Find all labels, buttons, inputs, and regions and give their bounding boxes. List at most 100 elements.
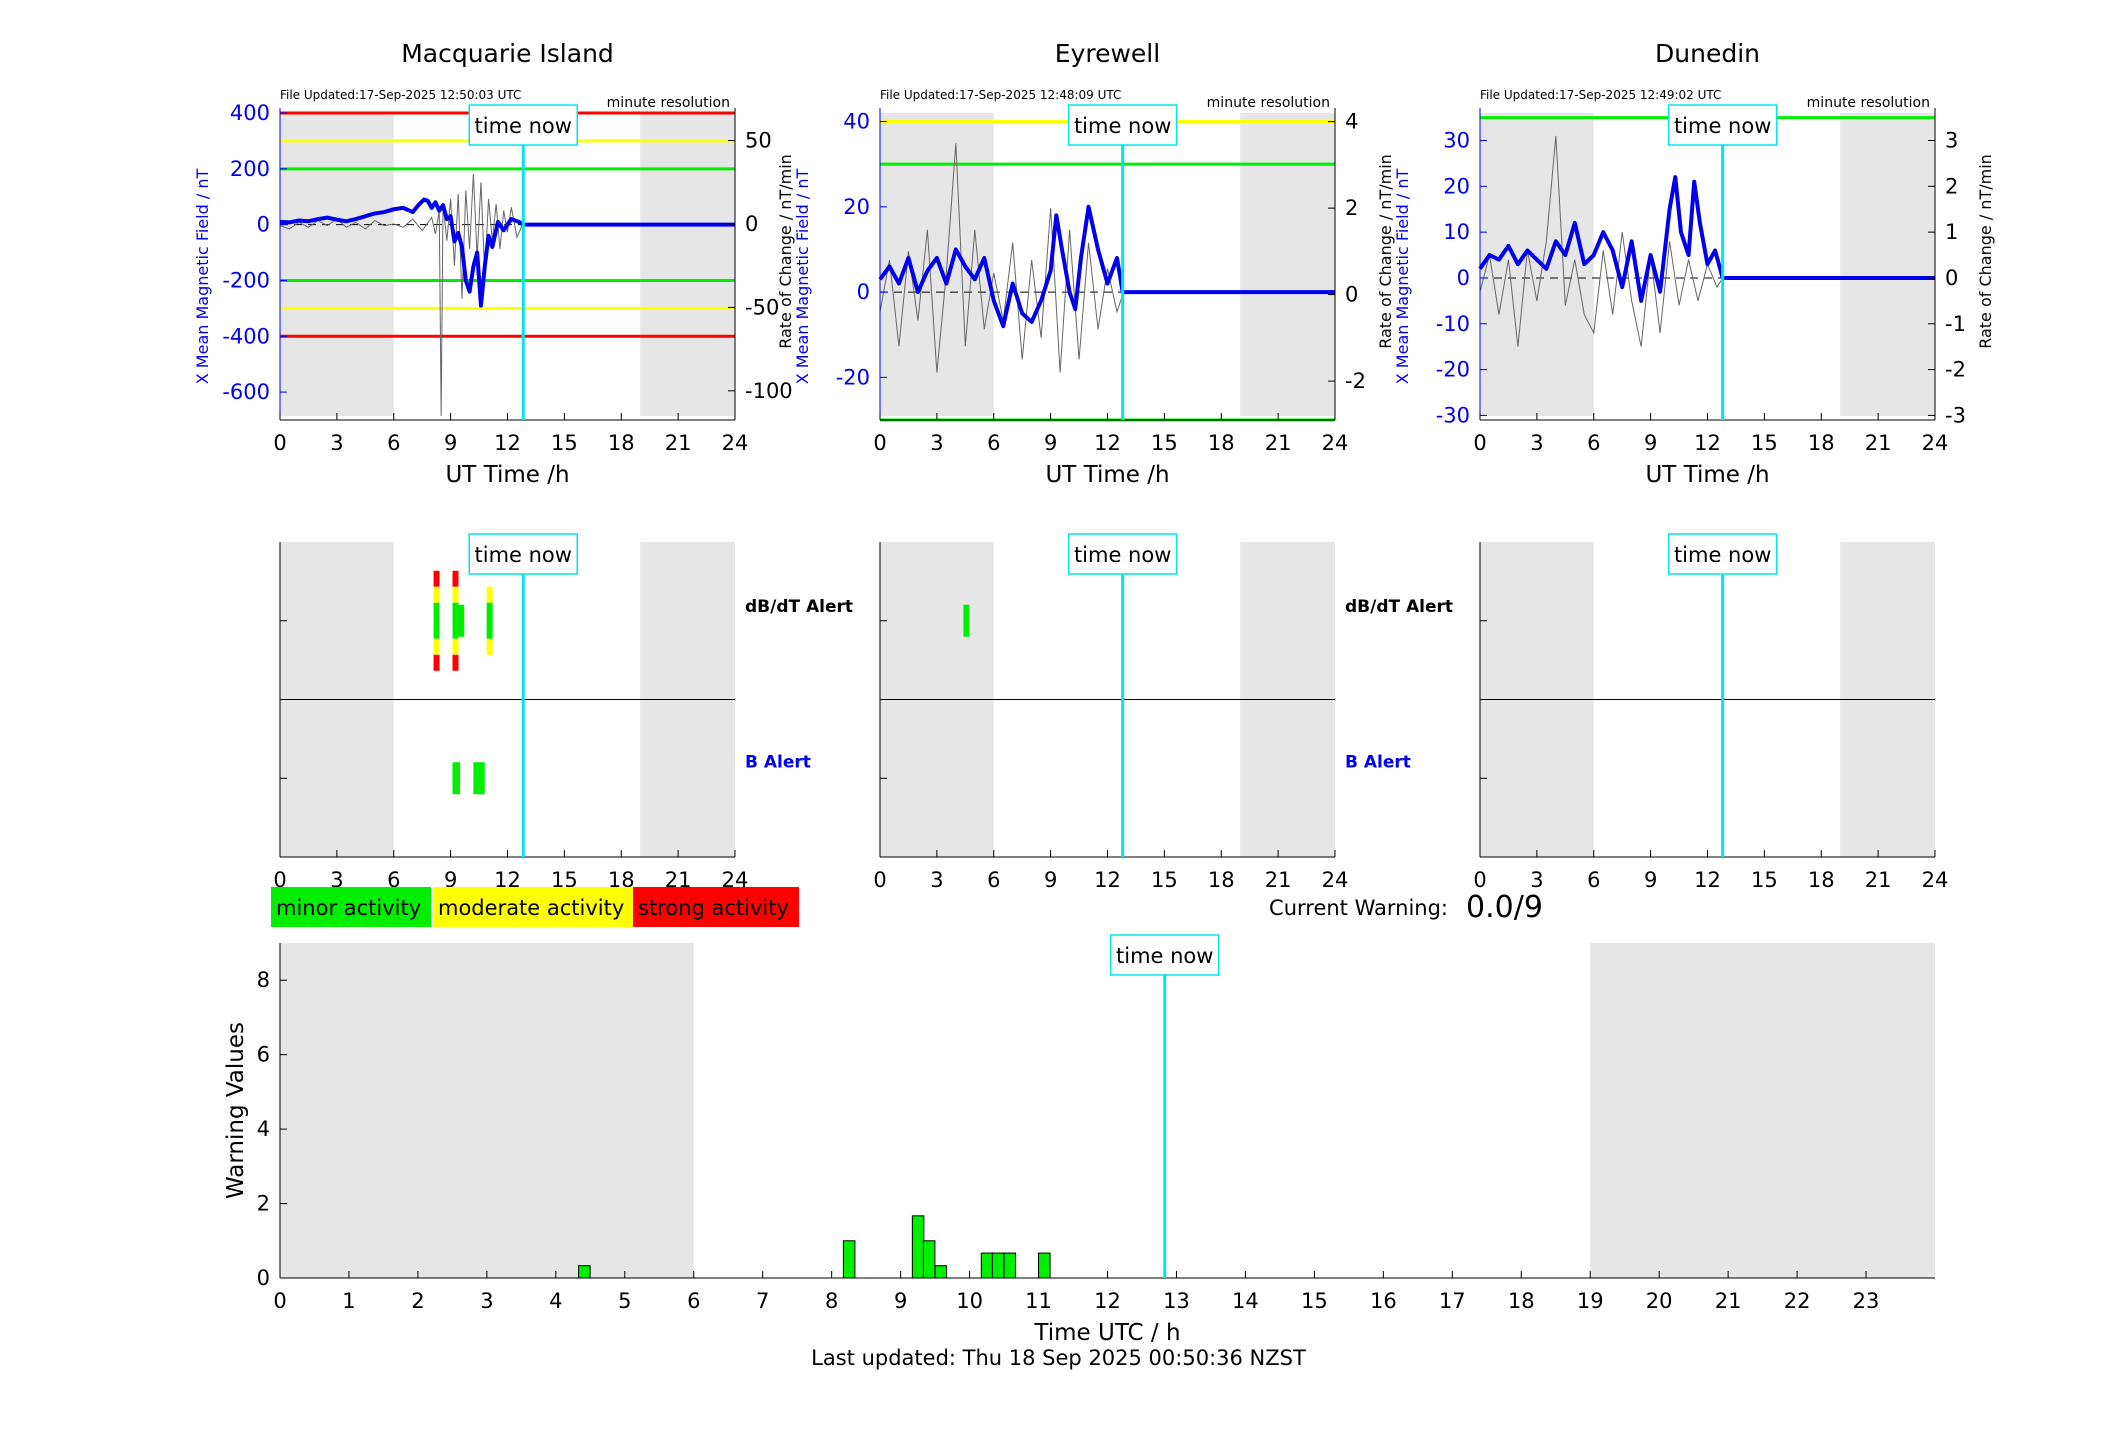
- x-tick-label-alert-1: 9: [1044, 868, 1057, 892]
- x-tick-label-alert-1: 15: [1151, 868, 1178, 892]
- row-label-dbdt: dB/dT Alert: [1345, 597, 1453, 617]
- warning-bar-2: [911, 1215, 925, 1279]
- y-left-tick-label: -600: [222, 380, 270, 404]
- x-tick-label-2: 24: [1922, 431, 1949, 455]
- time-now-label-station-1: time now: [1074, 114, 1171, 138]
- alert-bar-moderate: [486, 638, 493, 655]
- resolution-text: minute resolution: [1207, 95, 1330, 111]
- x-tick-label-alert-0: 3: [330, 868, 343, 892]
- x-tick-label-alert-1: 6: [987, 868, 1000, 892]
- y-axis-label-left: X Mean Magnetic Field / nT: [1393, 169, 1412, 385]
- time-now-box-station-0: [468, 104, 578, 146]
- night-shade: [1480, 113, 1594, 416]
- warning-bar-8: [1038, 1252, 1051, 1279]
- y-left-tick-label: -200: [222, 268, 270, 292]
- alert-bar-minor: [458, 604, 465, 637]
- y-left-tick-label: 400: [230, 101, 270, 125]
- time-now-box-alert-1: [1067, 533, 1178, 575]
- x-tick-label-1: 9: [1044, 431, 1057, 455]
- alert-bar-strong: [452, 602, 459, 639]
- time-now-label-warning: time now: [1116, 944, 1213, 968]
- x-tick-label: 13: [1163, 1289, 1190, 1313]
- time-now-box-alert-0: [468, 533, 578, 575]
- y-left-tick-label: 0: [857, 280, 870, 304]
- alert-bar-moderate: [486, 602, 493, 639]
- x-axis-label: UT Time /h: [445, 462, 569, 488]
- y-left-tick-label: -10: [1436, 312, 1470, 336]
- night-shade: [280, 943, 694, 1278]
- current-warning-label: Current Warning:: [1269, 896, 1448, 920]
- x-tick-label-1: 0: [873, 431, 886, 455]
- y-right-tick-label: -1: [1945, 312, 1966, 336]
- y-tick-label: 0: [257, 1266, 270, 1290]
- x-tick-label: 18: [1508, 1289, 1535, 1313]
- y-right-tick-label: 1: [1945, 220, 1958, 244]
- time-now-box-alert-2: [1667, 533, 1778, 575]
- y-right-tick-label: 2: [1945, 174, 1958, 198]
- x-tick-label-alert-1: 18: [1208, 868, 1235, 892]
- y-axis-label-right: Rate of Change / nT/min: [1376, 154, 1395, 349]
- warning-bar-6: [991, 1252, 1005, 1279]
- y-right-tick-label: 0: [1345, 283, 1358, 307]
- x-tick-label-0: 18: [608, 431, 635, 455]
- current-warning-value: 0.0/9: [1466, 890, 1543, 925]
- x-tick-label-2: 9: [1644, 431, 1657, 455]
- x-tick-label: 11: [1025, 1289, 1052, 1313]
- x-axis-label: UT Time /h: [1645, 462, 1769, 488]
- x-tick-label-2: 6: [1587, 431, 1600, 455]
- y-tick-label: 4: [257, 1117, 270, 1141]
- alert-bar-strong: [452, 570, 459, 587]
- y-left-tick-label: 200: [230, 157, 270, 181]
- alert-bar-minor: [963, 604, 970, 637]
- time-now-box-warning: [1109, 934, 1220, 976]
- warning-bar-1: [842, 1240, 856, 1279]
- x-tick-label-alert-0: 9: [444, 868, 457, 892]
- x-tick-label-2: 0: [1473, 431, 1486, 455]
- time-now-box-station-2: [1667, 104, 1778, 146]
- y-axis-label: Warning Values: [223, 1022, 249, 1199]
- x-tick-label-0: 6: [387, 431, 400, 455]
- alert-bar-minor: [452, 762, 461, 795]
- x-tick-label-alert-2: 21: [1865, 868, 1892, 892]
- y-right-tick-label: -100: [745, 379, 793, 403]
- legend-swatch-1: [433, 887, 633, 927]
- y-tick-label: 6: [257, 1043, 270, 1067]
- y-right-tick-label: -2: [1945, 358, 1966, 382]
- x-tick-label-alert-2: 3: [1530, 868, 1543, 892]
- x-tick-label-alert-2: 24: [1922, 868, 1949, 892]
- y-right-tick-label: 3: [1945, 128, 1958, 152]
- warning-bar-4: [934, 1265, 948, 1279]
- x-tick-label-0: 9: [444, 431, 457, 455]
- x-tick-label-2: 12: [1694, 431, 1721, 455]
- x-tick-label: 14: [1232, 1289, 1259, 1313]
- x-tick-label: 23: [1853, 1289, 1880, 1313]
- resolution-text: minute resolution: [607, 95, 730, 111]
- file-updated-text: File Updated:17-Sep-2025 12:49:02 UTC: [1480, 88, 1721, 102]
- y-right-tick-label: 4: [1345, 110, 1358, 134]
- rate-of-change-line: [1479, 135, 1724, 347]
- x-tick-label-alert-0: 0: [273, 868, 286, 892]
- x-tick-label-alert-2: 9: [1644, 868, 1657, 892]
- x-tick-label: 16: [1370, 1289, 1397, 1313]
- alert-bar-strong: [452, 654, 459, 671]
- warning-bar-0: [578, 1265, 591, 1279]
- alert-bar-strong: [433, 654, 440, 671]
- y-axis-label-left: X Mean Magnetic Field / nT: [193, 169, 212, 385]
- x-tick-label-2: 21: [1865, 431, 1892, 455]
- station-title: Eyrewell: [1055, 39, 1160, 68]
- x-tick-label-1: 15: [1151, 431, 1178, 455]
- y-axis-label-right: Rate of Change / nT/min: [776, 154, 795, 349]
- station-title: Macquarie Island: [401, 39, 614, 68]
- x-tick-label-alert-1: 0: [873, 868, 886, 892]
- x-tick-label-0: 24: [722, 431, 749, 455]
- y-left-tick-label: -20: [836, 365, 870, 389]
- x-tick-label-1: 6: [987, 431, 1000, 455]
- time-now-label-station-2: time now: [1674, 114, 1771, 138]
- last-updated-text: Last updated: Thu 18 Sep 2025 00:50:36 N…: [811, 1346, 1306, 1370]
- alert-bar-strong: [433, 586, 440, 603]
- alert-bar-moderate: [486, 586, 493, 603]
- y-left-tick-label: -20: [1436, 358, 1470, 382]
- y-right-tick-label: -3: [1945, 403, 1966, 427]
- night-shade: [640, 113, 735, 416]
